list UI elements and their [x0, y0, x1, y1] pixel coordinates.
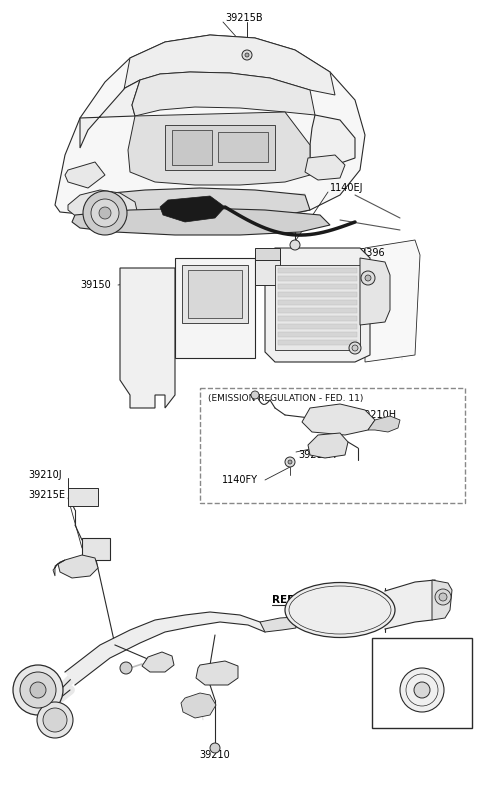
Circle shape	[120, 662, 132, 674]
Circle shape	[37, 702, 73, 738]
Text: 1140FY: 1140FY	[222, 475, 258, 485]
Circle shape	[43, 708, 67, 732]
Bar	[372, 638, 472, 728]
Bar	[255, 248, 280, 260]
Polygon shape	[128, 112, 310, 185]
Circle shape	[99, 207, 111, 219]
Circle shape	[435, 589, 451, 605]
Circle shape	[400, 668, 444, 712]
Polygon shape	[181, 693, 216, 718]
Bar	[165, 125, 275, 170]
Polygon shape	[120, 268, 175, 408]
Bar	[278, 276, 357, 281]
Bar	[278, 268, 357, 273]
Text: 39215B: 39215B	[225, 13, 263, 23]
Ellipse shape	[407, 696, 437, 704]
Circle shape	[288, 460, 292, 464]
Circle shape	[414, 682, 430, 698]
Polygon shape	[65, 612, 265, 685]
Text: 39210J: 39210J	[28, 470, 61, 480]
Text: (EMISSION REGULATION - FED. 11): (EMISSION REGULATION - FED. 11)	[208, 393, 363, 403]
Bar	[278, 284, 357, 289]
Polygon shape	[305, 155, 345, 180]
Polygon shape	[80, 188, 310, 222]
Text: 39215A: 39215A	[298, 450, 336, 460]
Text: 1338AC: 1338AC	[320, 315, 358, 325]
Circle shape	[439, 593, 447, 601]
Text: REF.28-286A: REF.28-286A	[272, 595, 345, 605]
Polygon shape	[365, 240, 420, 362]
Polygon shape	[55, 35, 365, 222]
Polygon shape	[142, 652, 174, 672]
Text: 1140EJ: 1140EJ	[330, 183, 363, 193]
Polygon shape	[72, 208, 330, 235]
Polygon shape	[308, 433, 348, 458]
Ellipse shape	[285, 583, 395, 638]
Text: 13396: 13396	[355, 248, 385, 258]
Bar	[278, 300, 357, 305]
Circle shape	[13, 665, 63, 715]
Bar	[200, 388, 465, 503]
Bar	[278, 308, 357, 313]
Text: 39150: 39150	[80, 280, 111, 290]
Polygon shape	[160, 196, 225, 222]
Polygon shape	[58, 555, 98, 578]
Circle shape	[361, 271, 375, 285]
Circle shape	[30, 682, 46, 698]
Circle shape	[83, 191, 127, 235]
Polygon shape	[368, 416, 400, 432]
Polygon shape	[122, 35, 335, 100]
Polygon shape	[302, 404, 375, 435]
Polygon shape	[385, 580, 435, 629]
Circle shape	[210, 743, 220, 753]
Text: 1327AC: 1327AC	[402, 640, 443, 650]
Circle shape	[245, 53, 249, 57]
Polygon shape	[360, 258, 390, 325]
Circle shape	[242, 50, 252, 60]
Bar	[68, 488, 98, 506]
Bar	[278, 292, 357, 297]
Bar	[188, 270, 242, 318]
Polygon shape	[80, 80, 140, 148]
Circle shape	[290, 240, 300, 250]
Circle shape	[20, 672, 56, 708]
Text: 39210: 39210	[200, 750, 230, 760]
Bar	[275, 265, 360, 350]
Circle shape	[352, 345, 358, 351]
Circle shape	[251, 391, 259, 399]
Text: 39210H: 39210H	[358, 410, 396, 420]
Polygon shape	[196, 661, 238, 685]
Circle shape	[91, 199, 119, 227]
Text: 39215E: 39215E	[28, 490, 65, 500]
Circle shape	[365, 275, 371, 281]
Polygon shape	[310, 115, 355, 165]
Bar	[218, 132, 268, 162]
Polygon shape	[432, 580, 452, 620]
Bar	[278, 332, 357, 337]
Bar	[278, 316, 357, 321]
Bar	[175, 258, 255, 358]
Polygon shape	[65, 162, 105, 188]
Bar	[182, 265, 248, 323]
Bar	[255, 255, 280, 285]
Polygon shape	[260, 617, 296, 632]
Polygon shape	[132, 72, 315, 116]
Bar	[82, 538, 110, 560]
Circle shape	[349, 342, 361, 354]
Text: 39110: 39110	[330, 265, 360, 275]
Bar	[278, 340, 357, 345]
Polygon shape	[53, 560, 65, 576]
Polygon shape	[265, 248, 370, 362]
Bar	[278, 324, 357, 329]
Polygon shape	[68, 190, 138, 224]
Circle shape	[285, 457, 295, 467]
Bar	[172, 130, 212, 165]
